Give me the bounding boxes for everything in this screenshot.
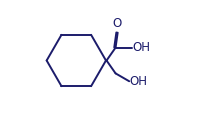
Text: O: O	[112, 17, 121, 30]
Text: OH: OH	[129, 75, 147, 88]
Text: OH: OH	[132, 41, 150, 54]
